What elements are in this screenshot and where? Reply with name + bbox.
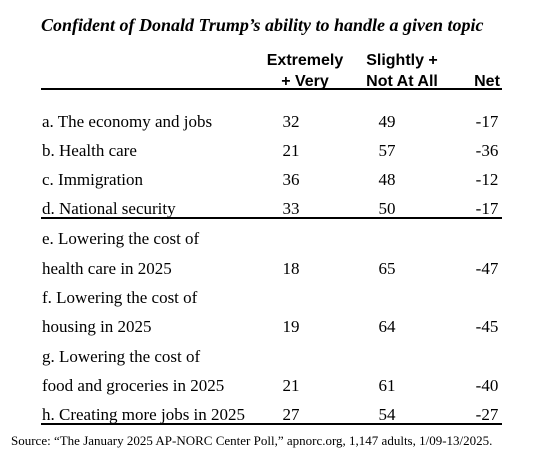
header-extremely-very-line1: Extremely [266, 52, 344, 69]
header-extremely-very-line2: + Very [281, 73, 329, 90]
bottom-rule [41, 423, 502, 425]
row-f-value-2: 64 [378, 317, 396, 336]
row-d-net: -17 [475, 199, 499, 218]
row-a-value-1: 32 [282, 112, 300, 131]
row-d-value-1: 33 [282, 199, 300, 218]
row-c-label: c. Immigration [42, 170, 144, 189]
row-g-value-2: 61 [378, 376, 396, 395]
row-f-value-1: 19 [282, 317, 300, 336]
row-e-label-line1: e. Lowering the cost of [42, 229, 200, 248]
row-c-value-1: 36 [282, 170, 300, 189]
header-net: Net [462, 71, 512, 92]
row-b-net: -36 [475, 141, 499, 160]
row-e-net: -47 [475, 259, 499, 278]
row-d-value-2: 50 [378, 199, 396, 218]
header-extremely-very: Extremely + Very [258, 50, 352, 92]
header-slightly-line1: Slightly + [366, 52, 438, 69]
row-f-label-line1: f. Lowering the cost of [42, 288, 198, 307]
row-g-label-line2: food and groceries in 2025 [42, 376, 225, 395]
row-b-label: b. Health care [42, 141, 137, 160]
table-title: Confident of Donald Trump’s ability to h… [41, 15, 484, 35]
header-slightly-not-at-all: Slightly + Not At All [352, 50, 452, 92]
row-g-label-line1: g. Lowering the cost of [42, 347, 201, 366]
row-c-net: -12 [475, 170, 499, 189]
row-f-label-line2: housing in 2025 [42, 317, 152, 336]
row-b-value-1: 21 [282, 141, 300, 160]
row-g-value-1: 21 [282, 376, 300, 395]
row-f-net: -45 [475, 317, 499, 336]
header-rule [41, 88, 502, 90]
row-a-value-2: 49 [378, 112, 396, 131]
row-e-value-1: 18 [282, 259, 300, 278]
group-rule [41, 217, 502, 219]
header-slightly-line2: Not At All [366, 73, 438, 90]
row-h-value-1: 27 [282, 405, 300, 424]
row-d-label: d. National security [42, 199, 176, 218]
row-a-net: -17 [475, 112, 499, 131]
row-e-label-line2: health care in 2025 [42, 259, 172, 278]
row-a-label: a. The economy and jobs [42, 112, 213, 131]
row-h-label: h. Creating more jobs in 2025 [42, 405, 246, 424]
source-note: Source: “The January 2025 AP-NORC Center… [11, 433, 493, 448]
row-b-value-2: 57 [378, 141, 396, 160]
row-h-net: -27 [475, 405, 499, 424]
row-e-value-2: 65 [378, 259, 396, 278]
header-net-label: Net [474, 73, 500, 90]
row-c-value-2: 48 [378, 170, 396, 189]
row-g-net: -40 [475, 376, 499, 395]
row-h-value-2: 54 [378, 405, 396, 424]
